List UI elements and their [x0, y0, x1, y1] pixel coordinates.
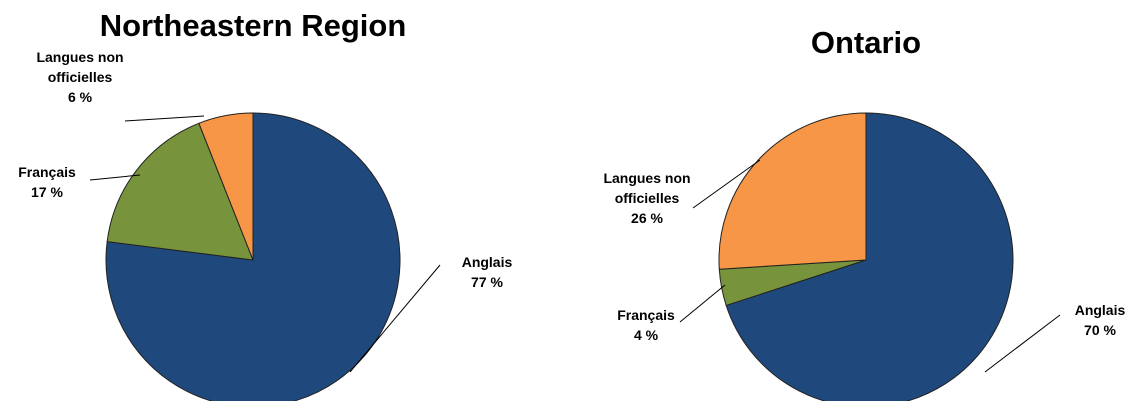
- pie-slice: [725, 112, 1014, 401]
- leader-line: [679, 284, 726, 323]
- pie-slice: [718, 112, 867, 270]
- chart-title: Northeastern Region: [100, 8, 407, 43]
- value-label: 26 %: [631, 210, 663, 226]
- leader-line: [124, 115, 205, 122]
- slice-label: Anglais: [1074, 302, 1126, 318]
- value-label: 77 %: [471, 274, 503, 290]
- value-label: 17 %: [31, 184, 63, 200]
- value-label: 4 %: [633, 327, 659, 343]
- pie-slice: [106, 122, 254, 261]
- leader-line: [89, 174, 141, 181]
- slice-label: Langues non officielles: [603, 170, 691, 206]
- slice-label: Anglais: [461, 254, 513, 270]
- chart-title: Ontario: [811, 25, 921, 60]
- value-label: 70 %: [1084, 322, 1116, 338]
- value-label: 6 %: [67, 89, 93, 105]
- leader-line: [692, 159, 761, 209]
- slice-label: Langues non officielles: [36, 49, 124, 85]
- leader-line: [984, 314, 1061, 373]
- leader-line: [349, 264, 441, 373]
- slice-label: Français: [18, 164, 76, 180]
- pie-slice: [198, 112, 254, 261]
- slice-label: Français: [617, 307, 675, 323]
